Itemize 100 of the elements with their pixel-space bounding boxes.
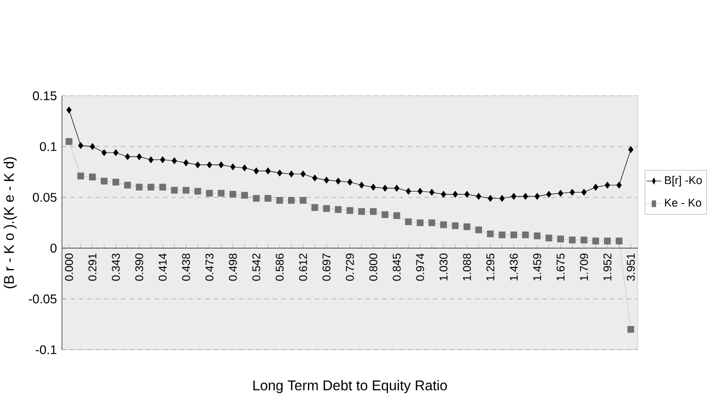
point bbox=[312, 174, 318, 182]
point bbox=[428, 219, 436, 226]
point bbox=[522, 232, 529, 238]
point bbox=[182, 186, 190, 194]
point bbox=[370, 184, 376, 191]
point bbox=[194, 188, 202, 195]
point bbox=[475, 226, 482, 234]
x-tick-label: 0.542 bbox=[252, 254, 260, 281]
x-tick-label: 0.586 bbox=[276, 254, 284, 281]
point bbox=[498, 232, 506, 238]
x-tick-label: 0.438 bbox=[182, 254, 190, 281]
point bbox=[581, 188, 587, 196]
point bbox=[218, 190, 225, 197]
point bbox=[616, 238, 622, 244]
x-tick-label: 3.951 bbox=[626, 254, 635, 281]
x-tick-label: 0.800 bbox=[369, 254, 378, 281]
point bbox=[89, 174, 96, 180]
point bbox=[66, 138, 72, 145]
y-tick-label: 0.1 bbox=[40, 142, 56, 152]
point bbox=[90, 143, 96, 150]
point bbox=[324, 176, 330, 184]
x-tick-label: 0.697 bbox=[322, 254, 330, 281]
point bbox=[277, 170, 282, 176]
point bbox=[100, 178, 108, 185]
y-tick-label: 0 bbox=[50, 244, 57, 253]
point bbox=[288, 170, 294, 178]
point bbox=[394, 184, 400, 192]
point bbox=[124, 153, 130, 160]
point bbox=[136, 184, 143, 191]
x-tick-label: 1.952 bbox=[603, 254, 612, 280]
point bbox=[592, 238, 600, 244]
point bbox=[288, 197, 295, 204]
point bbox=[382, 211, 388, 218]
x-tick-label: 1.436 bbox=[510, 254, 518, 280]
point bbox=[159, 184, 166, 191]
point bbox=[534, 193, 540, 200]
point bbox=[254, 168, 259, 174]
point bbox=[195, 162, 200, 168]
point bbox=[546, 234, 552, 242]
point bbox=[346, 207, 354, 214]
point bbox=[452, 190, 458, 198]
point bbox=[172, 157, 177, 164]
x-tick-label: 1.675 bbox=[556, 254, 565, 280]
point bbox=[265, 168, 271, 174]
x-axis-title: Long Term Debt to Equity Ratio bbox=[253, 380, 447, 394]
point bbox=[229, 190, 236, 198]
point bbox=[488, 195, 493, 202]
point bbox=[102, 149, 107, 156]
y-tick-label: -0.1 bbox=[36, 345, 56, 354]
point bbox=[452, 222, 459, 230]
point bbox=[347, 178, 353, 186]
point bbox=[570, 188, 575, 196]
y-axis-title: (B r - K o ).(K e - K d) bbox=[4, 157, 17, 288]
x-tick-label: 0.974 bbox=[416, 253, 424, 281]
point bbox=[311, 204, 318, 211]
x-tick-label: 1.459 bbox=[533, 254, 542, 280]
point bbox=[218, 162, 224, 168]
point bbox=[78, 142, 84, 149]
point bbox=[370, 208, 377, 215]
point bbox=[558, 190, 564, 197]
point bbox=[323, 205, 330, 212]
x-tick-label: 0.612 bbox=[299, 254, 308, 281]
x-tick-label: 0.845 bbox=[392, 254, 401, 281]
point bbox=[393, 212, 400, 220]
x-tick-label: 0.291 bbox=[88, 254, 96, 281]
point bbox=[242, 164, 248, 172]
point bbox=[148, 184, 154, 191]
point bbox=[336, 178, 341, 185]
point bbox=[241, 192, 248, 199]
point bbox=[170, 186, 178, 194]
point bbox=[406, 188, 412, 195]
point bbox=[464, 223, 470, 230]
point bbox=[627, 326, 634, 333]
point bbox=[77, 172, 84, 180]
point bbox=[405, 218, 412, 226]
point bbox=[546, 190, 552, 198]
point bbox=[160, 156, 166, 164]
point bbox=[511, 193, 516, 200]
y-tick-label: 0.15 bbox=[32, 91, 56, 100]
point bbox=[429, 188, 434, 196]
x-tick-label: 0.414 bbox=[158, 253, 167, 281]
x-tick-label: 0.473 bbox=[205, 254, 214, 281]
point bbox=[418, 188, 423, 195]
x-tick-label: 0.390 bbox=[135, 254, 144, 281]
point bbox=[136, 153, 142, 160]
x-tick-label: 1.709 bbox=[580, 254, 588, 280]
point bbox=[616, 182, 622, 189]
point bbox=[416, 219, 424, 226]
point bbox=[264, 195, 272, 202]
x-tick-label: 0.729 bbox=[346, 254, 354, 281]
point bbox=[359, 182, 364, 189]
point bbox=[499, 195, 505, 202]
point bbox=[276, 197, 284, 204]
y-tick-label: -0.05 bbox=[28, 294, 56, 304]
point bbox=[300, 197, 306, 204]
legend-label: B[r] -Ko bbox=[665, 176, 702, 186]
point bbox=[522, 193, 528, 200]
point bbox=[510, 232, 518, 238]
point bbox=[183, 159, 189, 166]
point bbox=[440, 190, 446, 198]
